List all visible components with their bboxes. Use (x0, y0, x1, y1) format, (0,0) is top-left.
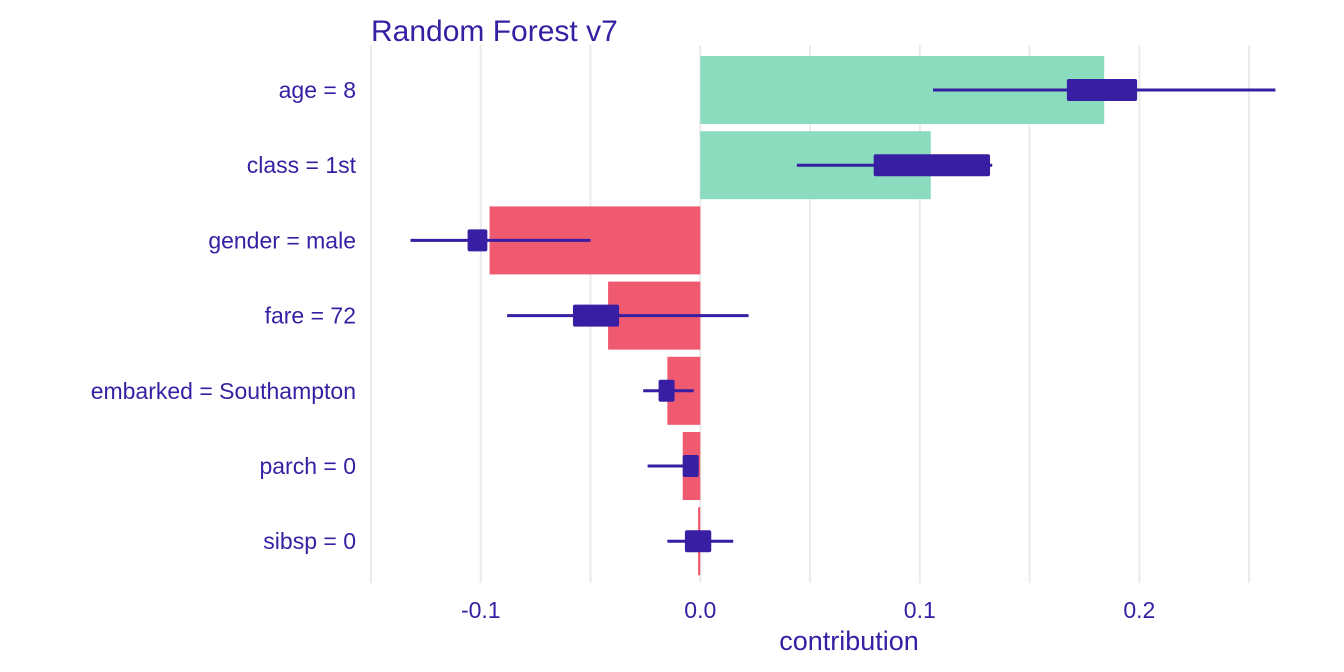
x-axis-title: contribution (779, 626, 919, 656)
category-label: sibsp = 0 (263, 528, 356, 554)
interval-box (1066, 79, 1138, 101)
category-label: fare = 72 (265, 303, 356, 329)
label-layer: -0.1 0.0 0.1 0.2 age = 8 class = 1st gender = … (91, 77, 1156, 623)
category-label: embarked = Southampton (91, 378, 356, 404)
grid-layer (370, 45, 1251, 583)
x-tick-label: 0.0 (684, 597, 716, 623)
interval-layer (410, 79, 1276, 553)
x-tick-label: 0.1 (904, 597, 936, 623)
category-label: gender = male (208, 227, 356, 253)
interval-box (467, 229, 488, 252)
x-tick-label: -0.1 (461, 597, 501, 623)
x-tick-label: 0.2 (1123, 597, 1155, 623)
category-label: class = 1st (247, 152, 357, 178)
interval-box (873, 154, 991, 177)
interval-box (684, 530, 712, 553)
category-label: parch = 0 (259, 453, 356, 479)
category-label: age = 8 (279, 77, 356, 103)
interval-box (682, 455, 699, 477)
chart-title: Random Forest v7 (371, 15, 618, 48)
interval-box (572, 304, 620, 327)
interval-box (658, 379, 675, 402)
